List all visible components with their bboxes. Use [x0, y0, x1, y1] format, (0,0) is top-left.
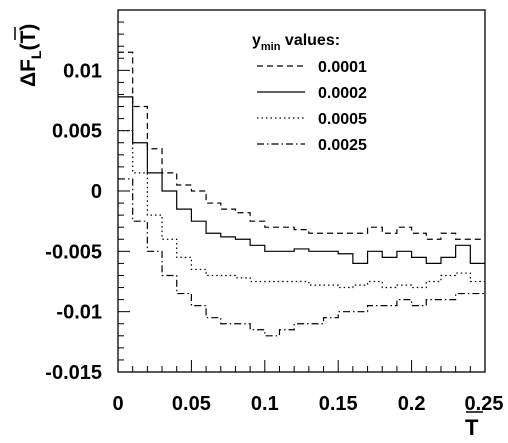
y-tick-label: -0.015: [45, 362, 102, 384]
x-tick-labels: 0 0.05 0.1 0.15 0.2 0.25: [112, 393, 503, 415]
x-axis-title: T: [465, 411, 483, 440]
legend-title-main: y: [252, 32, 261, 49]
y-axis-label-arg: T: [17, 31, 40, 44]
legend-label: 0.0001: [318, 59, 367, 76]
series-line-0.0001: [118, 51, 485, 240]
x-tick-label: 0.25: [465, 393, 504, 415]
x-axis-label: T: [465, 415, 479, 440]
y-tick-label: -0.005: [45, 241, 102, 263]
y-tick-label: -0.01: [56, 302, 102, 324]
legend-title-sub: min: [261, 41, 281, 53]
x-tick-label: 0.2: [398, 393, 426, 415]
series-lines: [118, 51, 485, 337]
x-tick-label: 0.05: [172, 393, 211, 415]
svg-text:ymin values:: ymin values:: [252, 32, 340, 53]
series-line-0.0025: [118, 178, 485, 337]
x-tick-label: 0.15: [319, 393, 358, 415]
y-tick-label: 0: [91, 181, 102, 203]
x-tick-label: 0.1: [251, 393, 279, 415]
y-tick-labels: -0.015 -0.01 -0.005 0 0.005 0.01: [45, 60, 102, 384]
y-axis-title: ΔFL(T): [14, 24, 44, 87]
legend-title-rest: values:: [280, 32, 340, 49]
plot-frame: [117, 9, 486, 373]
legend-label: 0.0005: [318, 111, 367, 128]
legend-label: 0.0025: [318, 137, 367, 154]
legend-entries: 0.0001 0.0002 0.0005 0.0025: [257, 59, 367, 154]
series-line-0.0002: [118, 96, 485, 264]
y-tick-label: 0.01: [63, 60, 102, 82]
y-tick-label: 0.005: [52, 121, 102, 143]
y-axis-label: ΔF: [17, 59, 40, 87]
legend: ymin values: 0.0001 0.0002 0.0005 0.0025: [252, 32, 367, 154]
x-tick-label: 0: [112, 393, 123, 415]
y-axis-label-sub: L: [28, 50, 44, 59]
svg-text:ΔFL(T): ΔFL(T): [17, 24, 44, 87]
series-line-0.0005: [118, 130, 485, 289]
legend-label: 0.0002: [318, 85, 367, 102]
